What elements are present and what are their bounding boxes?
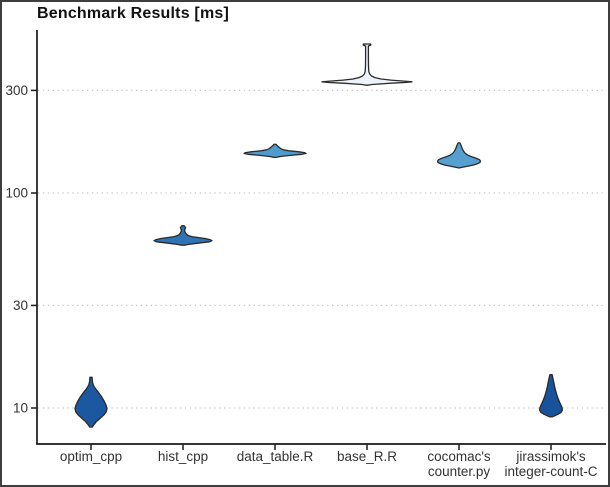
chart-title: Benchmark Results [ms]: [37, 5, 230, 22]
x-tick-label: data_table.R: [237, 449, 314, 464]
y-tick-label: 30: [13, 298, 28, 313]
violin-jirassimok-s: [538, 373, 564, 418]
x-tick-label: optim_cpp: [60, 449, 122, 464]
y-tick-label: 300: [5, 83, 28, 98]
x-tick-label: jirassimok's integer-count-C: [504, 449, 597, 479]
violin-data-table-r: [243, 143, 307, 159]
x-tick-label: hist_cpp: [158, 449, 208, 464]
violin-base-r-r: [321, 43, 413, 86]
violin-optim-cpp: [74, 376, 108, 428]
y-tick-label: 100: [5, 186, 28, 201]
x-tick-label: cocomac's counter.py: [427, 449, 491, 479]
y-tick-label: 10: [13, 401, 28, 416]
violin-hist-cpp: [153, 224, 213, 246]
violin-cocomac-s: [436, 142, 482, 169]
x-tick-label: base_R.R: [337, 449, 397, 464]
